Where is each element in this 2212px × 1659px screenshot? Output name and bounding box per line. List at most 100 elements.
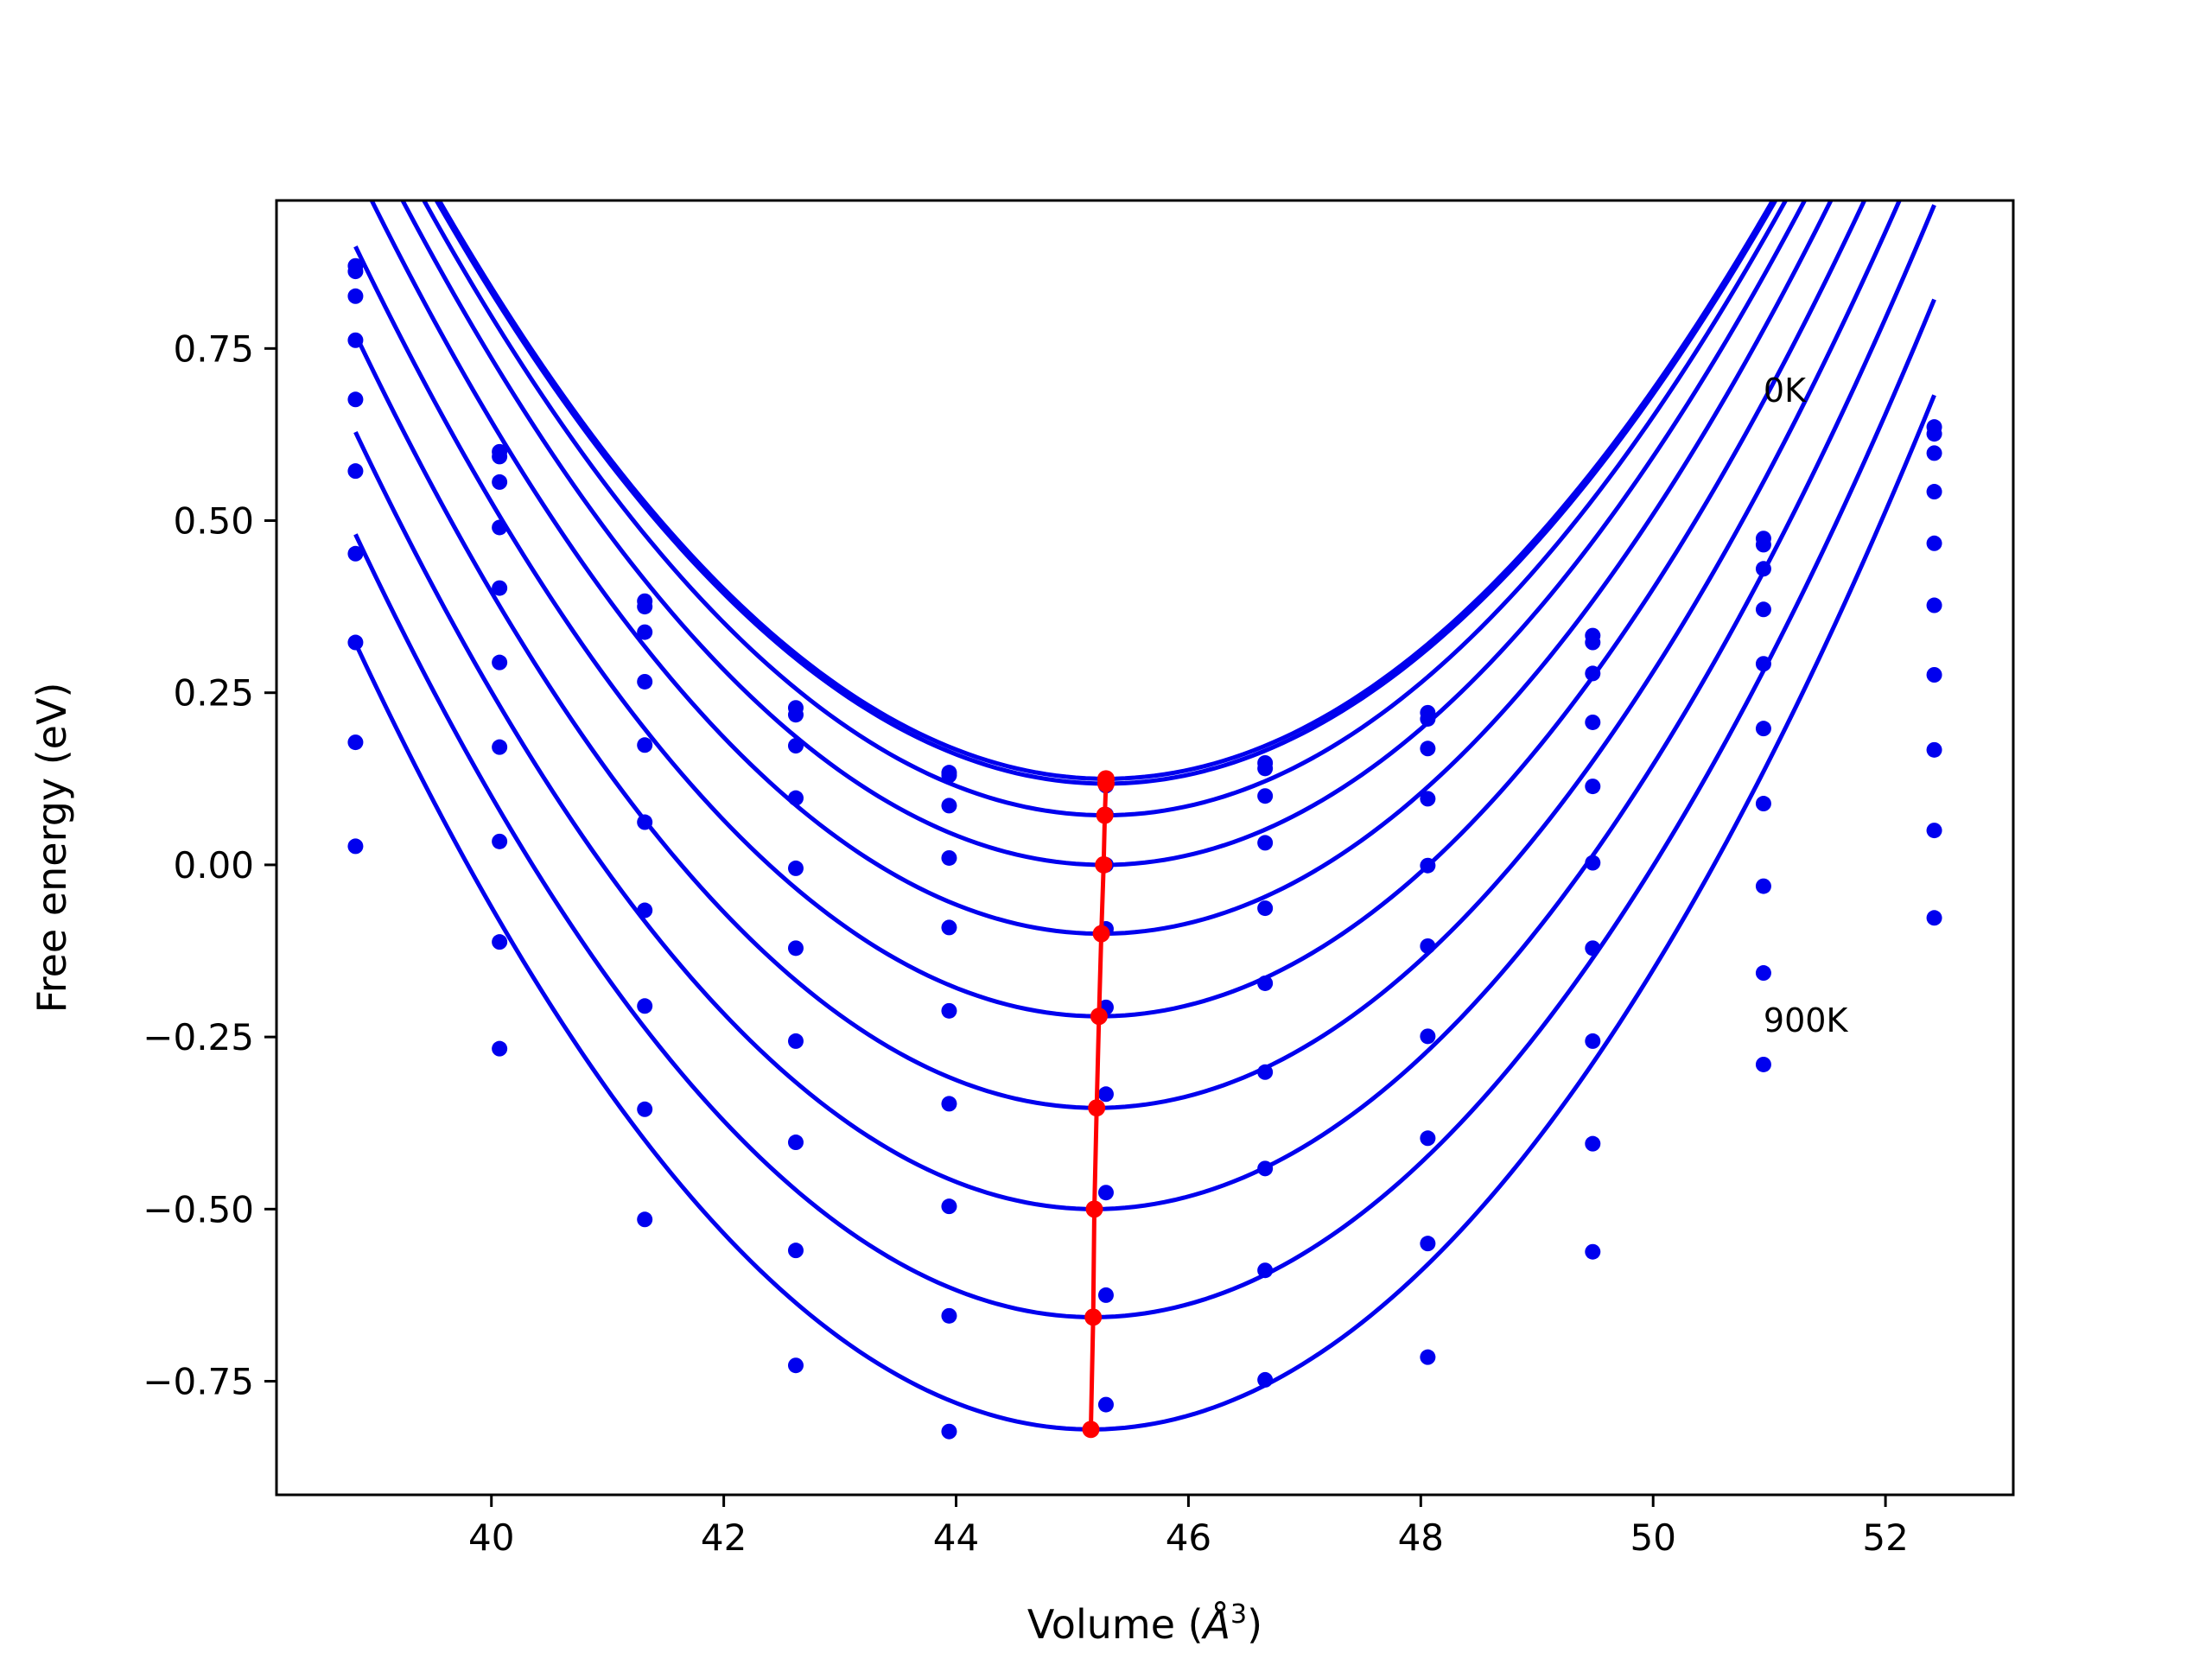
- minimum-line-path: [1088, 779, 1109, 1430]
- data-point: [1926, 910, 1942, 926]
- data-point: [347, 332, 364, 348]
- data-point: [1755, 878, 1771, 894]
- minimum-point: [1096, 806, 1114, 824]
- data-point: [492, 654, 508, 671]
- data-point: [347, 545, 364, 562]
- data-point: [1755, 537, 1771, 553]
- y-tick-label: 0.25: [173, 672, 254, 715]
- data-point: [1926, 667, 1942, 683]
- x-tick-label: 52: [1862, 1516, 1908, 1559]
- data-point: [1420, 938, 1436, 954]
- fit-curve: [353, 200, 1867, 1019]
- data-point: [1755, 656, 1771, 672]
- x-tick-label: 40: [468, 1516, 514, 1559]
- data-point: [1585, 940, 1601, 957]
- data-point: [1257, 975, 1274, 991]
- x-axis-label-symbol: Å: [1201, 1601, 1230, 1648]
- minimum-point: [1084, 1308, 1103, 1326]
- x-axis-ticks: 40 42 44 46 48 50 52: [468, 1495, 1909, 1559]
- data-point: [1097, 1086, 1114, 1103]
- y-axis-ticks: 0.75 0.50 0.25 0.00 −0.25 −0.50 −0.75: [143, 327, 276, 1403]
- data-point: [1257, 1160, 1274, 1177]
- fit-curve: [421, 200, 1789, 818]
- data-point: [1926, 484, 1942, 500]
- data-point: [492, 580, 508, 596]
- data-point: [1420, 1028, 1436, 1045]
- x-axis-label-text: Volume (: [1027, 1601, 1204, 1648]
- data-point: [1257, 1262, 1274, 1279]
- data-point: [1926, 445, 1942, 461]
- minimum-point: [1088, 1099, 1106, 1117]
- data-point: [941, 767, 957, 784]
- minimum-point: [1082, 1421, 1100, 1439]
- data-point: [941, 1307, 957, 1324]
- data-point: [1755, 561, 1771, 577]
- fit-curve: [369, 200, 1834, 937]
- x-tick-label: 48: [1398, 1516, 1444, 1559]
- data-point: [1585, 665, 1601, 682]
- data-point: [1097, 1185, 1114, 1201]
- data-point: [941, 1198, 957, 1215]
- fit-curve: [400, 200, 1808, 868]
- y-tick-label: 0.75: [173, 327, 254, 370]
- minimum-point: [1096, 774, 1115, 792]
- data-point: [1585, 634, 1601, 651]
- fit-curve: [353, 394, 1936, 1432]
- data-point: [787, 1357, 804, 1374]
- data-point: [347, 463, 364, 480]
- data-point: [637, 673, 653, 690]
- data-point: [941, 1423, 957, 1440]
- minimum-volume-line: [1082, 770, 1115, 1439]
- minimum-point: [1092, 925, 1110, 943]
- y-tick-label: −0.25: [143, 1016, 254, 1058]
- data-point: [637, 1101, 653, 1117]
- data-point: [347, 634, 364, 651]
- data-point: [941, 1002, 957, 1019]
- data-point: [637, 1211, 653, 1228]
- data-point: [347, 391, 364, 408]
- y-tick-label: 0.00: [173, 844, 254, 887]
- x-tick-label: 44: [933, 1516, 979, 1559]
- data-point: [1097, 1396, 1114, 1413]
- data-point: [1420, 857, 1436, 874]
- data-point: [347, 838, 364, 855]
- data-point: [1755, 796, 1771, 812]
- plot-area: [347, 200, 1942, 1440]
- data-point: [1585, 1243, 1601, 1260]
- minimum-point: [1085, 1200, 1103, 1218]
- data-point: [941, 849, 957, 866]
- data-point: [1755, 601, 1771, 618]
- data-point: [347, 264, 364, 280]
- data-point: [941, 1096, 957, 1112]
- data-point: [1257, 1371, 1274, 1388]
- data-point: [941, 919, 957, 936]
- data-point: [1926, 535, 1942, 551]
- y-tick-label: −0.75: [143, 1361, 254, 1403]
- data-point: [1257, 788, 1274, 804]
- data-point: [1585, 714, 1601, 730]
- annotation-900k: 900K: [1764, 1001, 1849, 1039]
- minimum-point: [1095, 855, 1113, 874]
- data-point: [637, 599, 653, 615]
- x-axis-label: Volume (Å3): [1027, 1599, 1262, 1648]
- data-point: [787, 738, 804, 754]
- data-point: [492, 474, 508, 490]
- minimum-point: [1090, 1007, 1108, 1026]
- data-point: [1585, 1033, 1601, 1049]
- data-point: [637, 624, 653, 640]
- data-point: [787, 860, 804, 876]
- annotation-0k: 0K: [1764, 372, 1807, 410]
- data-point: [787, 1033, 804, 1049]
- data-point: [1585, 1135, 1601, 1152]
- data-point: [492, 1040, 508, 1057]
- data-point: [492, 448, 508, 465]
- x-tick-label: 42: [701, 1516, 747, 1559]
- fit-curve: [353, 298, 1936, 1319]
- plot-frame: [275, 199, 2015, 1497]
- fit-curves: [353, 200, 1936, 1432]
- data-point: [941, 798, 957, 814]
- data-point: [1755, 721, 1771, 737]
- y-tick-label: 0.50: [173, 500, 254, 543]
- temperature-annotations: 0K 900K: [1764, 372, 1849, 1039]
